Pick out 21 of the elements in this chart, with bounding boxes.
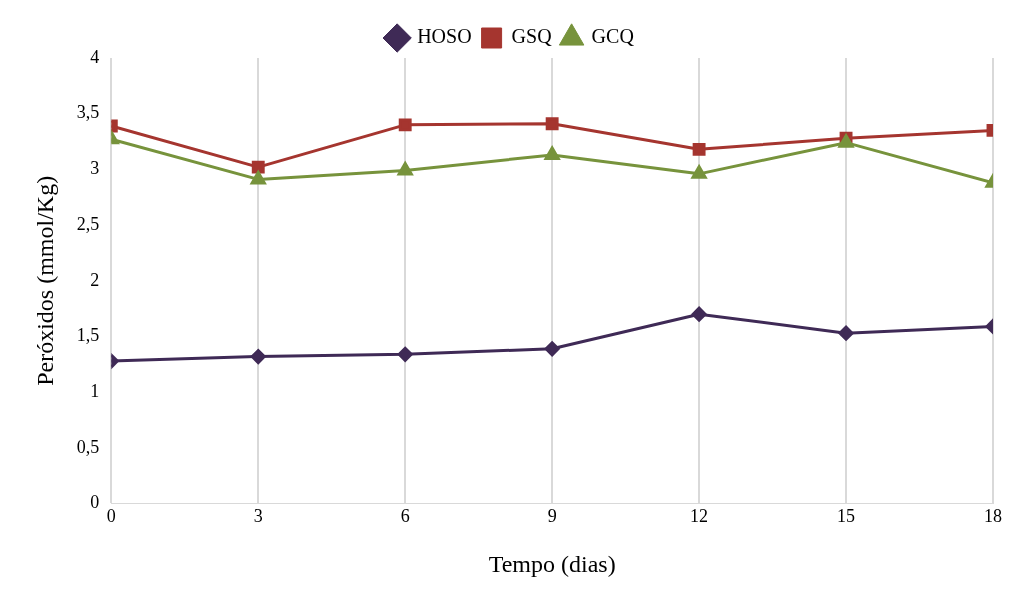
x-axis-title: Tempo (dias) — [488, 550, 616, 577]
x-tick-label: 9 — [547, 506, 557, 527]
legend-label: HOSO — [417, 25, 472, 48]
y-tick-label: 0 — [90, 492, 100, 513]
y-tick-label: 3 — [90, 158, 100, 179]
x-tick-label: 3 — [253, 506, 263, 527]
legend-label: GCQ — [591, 25, 635, 48]
x-tick-label: 0 — [106, 506, 116, 527]
y-tick-label: 2,5 — [76, 213, 100, 234]
x-tick-label: 18 — [984, 506, 1002, 527]
x-tick-label: 15 — [837, 506, 856, 527]
y-tick-label: 4 — [90, 46, 100, 67]
y-tick-label: 1 — [90, 380, 100, 401]
y-tick-label: 1,5 — [76, 325, 100, 346]
y-tick-label: 3,5 — [76, 102, 100, 123]
x-tick-label: 12 — [690, 506, 709, 527]
y-tick-label: 2 — [90, 269, 100, 290]
y-tick-label: 0,5 — [76, 436, 100, 457]
x-tick-label: 6 — [400, 506, 410, 527]
y-axis-title: Peróxidos (mmol/Kg) — [31, 175, 58, 386]
legend-label: GSQ — [511, 25, 553, 48]
